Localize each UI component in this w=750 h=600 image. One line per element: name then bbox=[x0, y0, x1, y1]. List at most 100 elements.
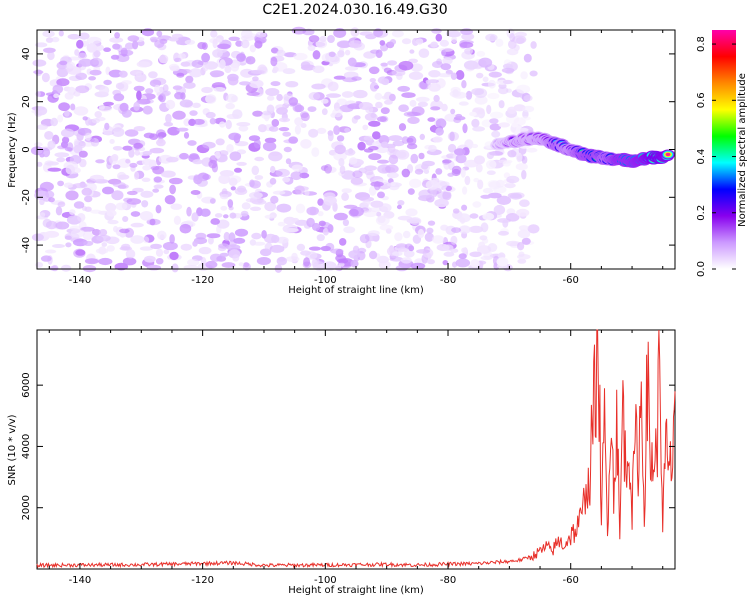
heatmap-noise-cell bbox=[109, 139, 115, 144]
heatmap-noise-cell bbox=[341, 91, 354, 98]
heatmap-noise-cell bbox=[294, 125, 301, 135]
heatmap-noise-cell bbox=[369, 82, 379, 92]
heatmap-noise-cell bbox=[267, 95, 275, 101]
heatmap-noise-cell bbox=[223, 231, 230, 242]
heatmap-noise-cell bbox=[327, 35, 335, 43]
heatmap-noise-cell bbox=[177, 53, 186, 60]
heatmap-noise-cell bbox=[516, 84, 531, 94]
heatmap-noise-cell bbox=[517, 242, 525, 251]
heatmap-noise-cell bbox=[245, 56, 256, 65]
heatmap-noise-cell bbox=[34, 142, 43, 147]
heatmap-noise-cell bbox=[237, 185, 246, 193]
heatmap-noise-cell bbox=[63, 182, 74, 188]
heatmap-noise-cell bbox=[455, 113, 463, 119]
heatmap-noise-cell bbox=[455, 154, 467, 164]
heatmap-noise-cell bbox=[149, 218, 156, 226]
heatmap-noise-cell bbox=[155, 248, 164, 257]
heatmap-noise-cell bbox=[250, 206, 262, 211]
heatmap-noise-cell bbox=[227, 175, 242, 184]
heatmap-noise-cell bbox=[73, 144, 83, 154]
heatmap-noise-cell bbox=[183, 81, 196, 89]
heatmap-noise-cell bbox=[224, 65, 232, 74]
heatmap-noise-cell bbox=[322, 227, 329, 236]
heatmap-noise-cell bbox=[482, 212, 495, 221]
heatmap-noise-cell bbox=[517, 258, 527, 264]
heatmap-noise-cell bbox=[265, 88, 280, 96]
heatmap-noise-cell bbox=[57, 201, 66, 208]
heatmap-noise-cell bbox=[264, 214, 275, 219]
heatmap-noise-cell bbox=[341, 188, 352, 194]
colorbar-label: Normalized spectral amplitude bbox=[737, 73, 748, 227]
x-tick-label: -140 bbox=[69, 575, 92, 586]
heatmap-signal-cell bbox=[665, 152, 671, 157]
heatmap-noise-cell bbox=[404, 243, 413, 250]
heatmap-noise-cell bbox=[165, 113, 172, 124]
heatmap-noise-cell bbox=[42, 148, 51, 158]
heatmap-noise-cell bbox=[133, 126, 146, 132]
heatmap-noise-cell bbox=[56, 78, 70, 87]
heatmap-noise-cell bbox=[347, 57, 357, 67]
heatmap-noise-cell bbox=[218, 174, 231, 185]
heatmap-noise-cell bbox=[397, 85, 411, 92]
heatmap-noise-cell bbox=[145, 88, 154, 94]
heatmap-noise-cell bbox=[401, 168, 410, 178]
heatmap-noise-cell bbox=[368, 120, 381, 127]
heatmap-noise-cell bbox=[410, 153, 419, 164]
heatmap-noise-cell bbox=[408, 71, 424, 81]
heatmap-noise-cell bbox=[282, 176, 291, 183]
heatmap-noise-cell bbox=[303, 257, 311, 267]
heatmap-noise-cell bbox=[278, 127, 290, 132]
heatmap-noise-cell bbox=[489, 123, 501, 131]
heatmap-noise-cell bbox=[344, 127, 351, 133]
heatmap-noise-cell bbox=[390, 181, 396, 187]
heatmap-noise-cell bbox=[232, 109, 243, 119]
heatmap-noise-cell bbox=[110, 54, 120, 60]
heatmap-noise-cell bbox=[529, 70, 538, 77]
heatmap-noise-cell bbox=[282, 131, 292, 137]
heatmap-noise-cell bbox=[506, 240, 521, 247]
heatmap-noise-cell bbox=[205, 260, 218, 269]
heatmap-noise-cell bbox=[401, 136, 410, 144]
heatmap-noise-cell bbox=[294, 104, 305, 113]
heatmap-noise-cell bbox=[114, 32, 120, 39]
heatmap-noise-cell bbox=[126, 190, 138, 196]
heatmap-noise-cell bbox=[377, 191, 385, 199]
heatmap-noise-cell bbox=[142, 236, 150, 244]
heatmap-noise-cell bbox=[339, 238, 347, 246]
heatmap-noise-cell bbox=[243, 262, 250, 268]
heatmap-noise-cell bbox=[60, 264, 72, 272]
heatmap-noise-cell bbox=[166, 156, 179, 163]
heatmap-noise-cell bbox=[455, 70, 465, 80]
x-tick-label: -120 bbox=[191, 275, 214, 286]
heatmap-noise-cell bbox=[240, 39, 250, 49]
heatmap-noise-cell bbox=[375, 49, 383, 58]
heatmap-noise-cell bbox=[456, 213, 471, 223]
heatmap-noise-cell bbox=[389, 93, 396, 102]
heatmap-noise-cell bbox=[471, 118, 480, 128]
heatmap-noise-cell bbox=[202, 141, 216, 149]
heatmap-noise-cell bbox=[202, 61, 209, 72]
heatmap-noise-cell bbox=[150, 243, 163, 250]
heatmap-noise-cell bbox=[255, 31, 267, 38]
heatmap-noise-cell bbox=[408, 217, 422, 226]
heatmap-noise-cell bbox=[430, 41, 438, 48]
heatmap-noise-cell bbox=[249, 180, 261, 189]
heatmap-noise-cell bbox=[69, 209, 76, 216]
heatmap-noise-cell bbox=[250, 69, 265, 74]
heatmap-noise-cell bbox=[502, 79, 513, 85]
heatmap-noise-cell bbox=[377, 164, 391, 174]
heatmap-noise-cell bbox=[398, 123, 407, 131]
heatmap-noise-cell bbox=[487, 243, 498, 252]
snr-frame bbox=[36, 329, 676, 570]
heatmap-noise-cell bbox=[190, 190, 201, 195]
heatmap-noise-cell bbox=[415, 96, 430, 103]
heatmap-noise-cell bbox=[368, 146, 379, 151]
heatmap-noise-cell bbox=[53, 93, 59, 99]
heatmap-noise-cell bbox=[103, 79, 112, 86]
heatmap-noise-cell bbox=[59, 60, 68, 66]
heatmap-noise-cell bbox=[44, 249, 57, 254]
heatmap-noise-cell bbox=[450, 248, 459, 253]
heatmap-noise-cell bbox=[431, 28, 442, 34]
heatmap-noise-cell bbox=[480, 222, 489, 233]
heatmap-noise-cell bbox=[489, 118, 499, 124]
